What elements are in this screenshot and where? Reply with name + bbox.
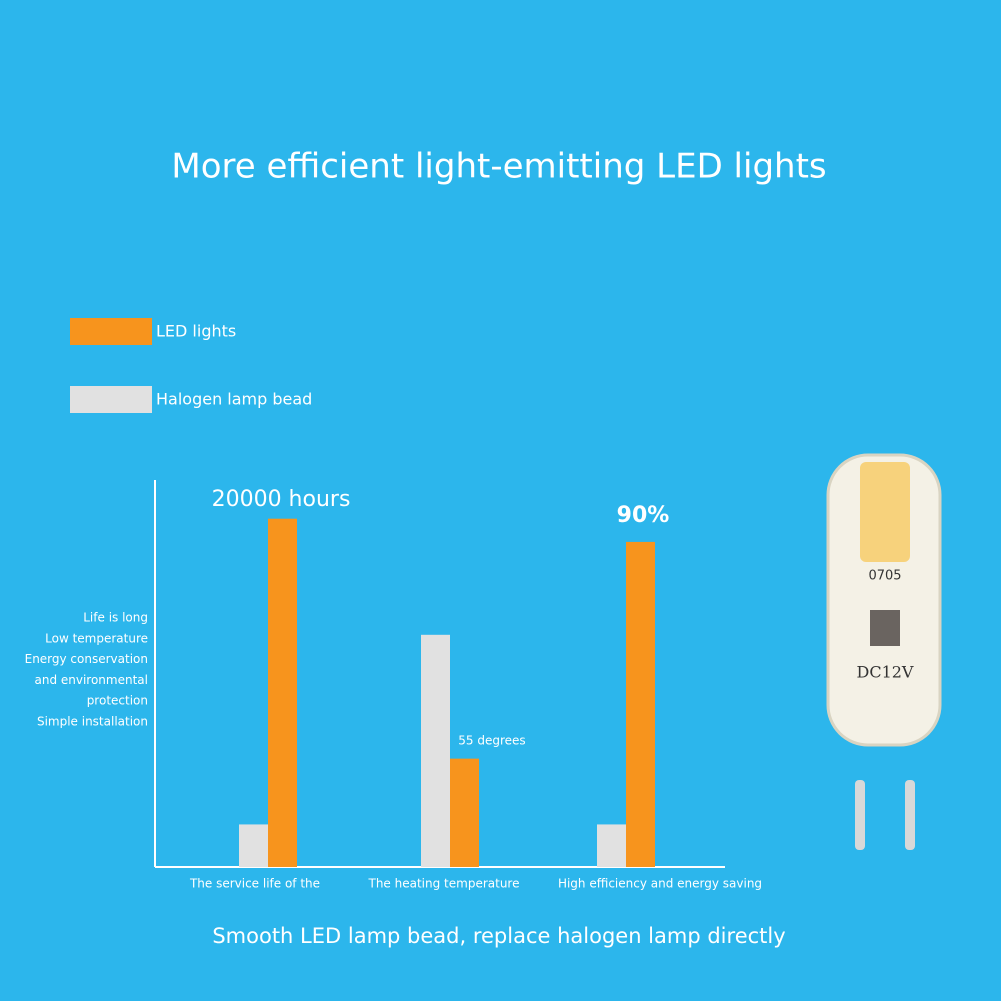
bar — [268, 518, 297, 867]
lamp: 0705 DC12V — [826, 453, 942, 850]
x-tick-label: The service life of the — [189, 877, 320, 891]
annotation: 55 degrees — [458, 734, 525, 748]
bar — [597, 824, 626, 867]
side-note: Life is long — [83, 611, 148, 625]
svg-text:0705: 0705 — [868, 569, 901, 584]
chart-title: More efficient light-emitting LED lights — [171, 147, 826, 187]
side-note: Energy conservation — [25, 652, 148, 666]
x-tick-label: High efficiency and energy saving — [558, 877, 762, 891]
x-tick-label: The heating temperature — [368, 877, 520, 891]
side-note: Simple installation — [37, 715, 148, 729]
bar — [421, 634, 450, 867]
bar — [626, 541, 655, 867]
caption: Smooth LED lamp bead, replace halogen la… — [212, 924, 785, 948]
bar — [239, 824, 268, 867]
legend-swatch — [70, 386, 152, 413]
legend-label: LED lights — [156, 322, 236, 341]
svg-text:DC12V: DC12V — [857, 663, 914, 682]
side-note: Low temperature — [45, 631, 148, 645]
bar — [450, 758, 479, 867]
legend-label: Halogen lamp bead — [156, 390, 312, 409]
annotation: 90% — [617, 503, 670, 528]
side-note: protection — [87, 694, 148, 708]
legend-swatch — [70, 318, 152, 345]
side-note: and environmental — [34, 673, 148, 687]
annotation: 20000 hours — [212, 487, 351, 512]
